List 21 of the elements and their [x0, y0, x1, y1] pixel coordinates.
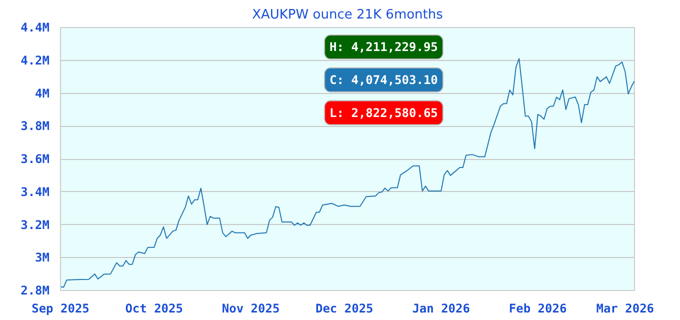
x-tick-label: Dec 2025: [315, 302, 374, 316]
y-tick-label: 3.8M: [20, 119, 50, 134]
y-tick-label: 3M: [35, 250, 50, 265]
x-tick-label: Feb 2026: [508, 302, 567, 316]
x-tick-label: Jan 2026: [412, 302, 470, 316]
line-series: [60, 58, 634, 288]
y-tick-label: 3.2M: [20, 218, 50, 232]
y-tick-label: 4.4M: [20, 20, 50, 34]
annotation: L: 2,822,580.65: [330, 106, 438, 120]
y-tick-label: 4M: [35, 86, 50, 100]
x-tick-label: Mar 2026: [596, 302, 654, 316]
x-tick-label: Oct 2025: [125, 302, 183, 316]
chart-title: XAUKPW ounce 21K 6months: [252, 8, 444, 22]
annotation: H: 4,211,229.95: [330, 40, 438, 54]
y-tick-label: 3.6M: [20, 152, 50, 166]
x-tick-label: Sep 2025: [32, 302, 90, 316]
y-tick-label: 3.4M: [20, 184, 50, 199]
y-tick-label: 4.2M: [20, 53, 50, 68]
y-tick-label: 2.8M: [20, 284, 50, 298]
x-tick-label: Nov 2025: [222, 302, 280, 316]
annotation: C: 4,074,503.10: [330, 72, 438, 87]
